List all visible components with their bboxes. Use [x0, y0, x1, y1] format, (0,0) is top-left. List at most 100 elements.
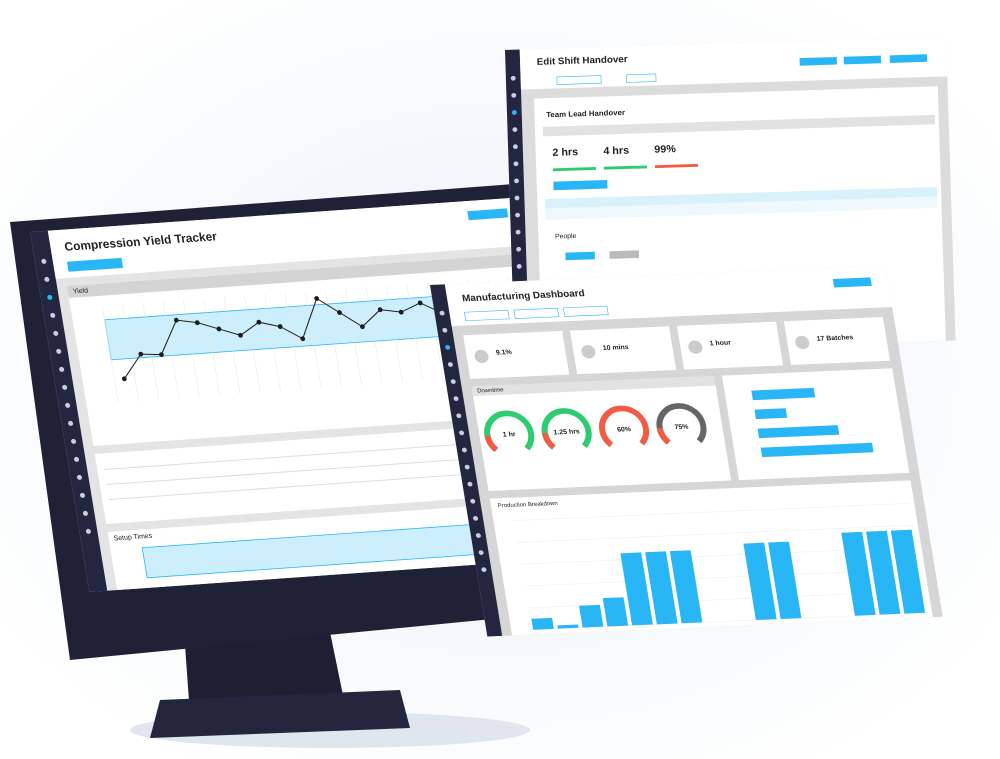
yield-point: [337, 310, 342, 315]
column: [768, 541, 802, 619]
input[interactable]: [556, 75, 602, 85]
nav-icon[interactable]: [514, 195, 520, 201]
nav-icon[interactable]: [47, 294, 53, 300]
gauge-label: 60%: [617, 426, 632, 433]
button[interactable]: [553, 180, 608, 191]
nav-icon[interactable]: [510, 75, 516, 81]
nav-icon[interactable]: [79, 492, 86, 498]
kpi-card: [676, 321, 784, 370]
nav-icon[interactable]: [442, 327, 448, 333]
nav-icon[interactable]: [56, 348, 62, 354]
nav-icon[interactable]: [516, 246, 522, 252]
filter[interactable]: [513, 307, 560, 319]
yield-point: [159, 352, 164, 358]
filter[interactable]: [464, 310, 510, 322]
nav-icon[interactable]: [515, 212, 521, 218]
nav-icon[interactable]: [481, 567, 487, 573]
nav-icon[interactable]: [447, 362, 454, 367]
nav-icon[interactable]: [456, 413, 462, 419]
grid-line: [365, 287, 383, 385]
nav-icon[interactable]: [461, 447, 468, 453]
nav-icon[interactable]: [478, 550, 484, 555]
header: [47, 197, 524, 279]
yield-point: [300, 336, 306, 342]
nav-icon[interactable]: [450, 379, 456, 384]
button[interactable]: [799, 56, 838, 66]
column: [579, 604, 604, 628]
nav-icon[interactable]: [512, 127, 518, 132]
stat-bar: [552, 167, 597, 172]
kpi-icon: [795, 335, 810, 350]
nav-icon[interactable]: [65, 402, 71, 408]
grid-line: [516, 524, 913, 543]
grid-line: [284, 292, 302, 390]
yield-point: [173, 317, 179, 323]
nav-icon[interactable]: [50, 312, 56, 318]
grid-line: [183, 300, 200, 398]
nav-icon[interactable]: [511, 92, 517, 98]
button[interactable]: [609, 250, 640, 259]
nav-icon[interactable]: [71, 438, 77, 444]
kpi-value: 9.1%: [495, 349, 512, 356]
nav-icon[interactable]: [515, 229, 521, 235]
hbar: [757, 425, 840, 439]
gauge-tail: [541, 432, 556, 450]
column: [620, 552, 653, 626]
column: [557, 624, 579, 629]
stat-bar: [654, 163, 699, 169]
hbar: [754, 408, 788, 420]
nav-icon[interactable]: [514, 178, 519, 184]
grid-line: [325, 289, 342, 388]
yield-point: [216, 326, 222, 332]
gauge-label: 1 hr: [502, 431, 516, 438]
nav-icon[interactable]: [74, 456, 80, 462]
nav-icon[interactable]: [512, 144, 518, 150]
nav-icon[interactable]: [82, 510, 89, 516]
column: [645, 551, 678, 625]
grid-line: [203, 298, 220, 396]
grid-line: [223, 297, 241, 395]
nav-icon[interactable]: [459, 430, 465, 436]
button[interactable]: [467, 208, 509, 221]
nav-icon[interactable]: [475, 533, 481, 538]
nav-icon[interactable]: [516, 263, 522, 269]
kpi-card: [570, 326, 677, 375]
panel-title: Setup Times: [113, 533, 153, 543]
screen-title: Manufacturing Dashboard: [461, 288, 585, 304]
nav-icon[interactable]: [453, 396, 459, 402]
stat-bar: [603, 165, 648, 170]
column: [669, 550, 703, 624]
nav-icon[interactable]: [511, 110, 517, 115]
nav-icon[interactable]: [76, 474, 83, 480]
nav-icon[interactable]: [68, 420, 74, 426]
nav-icon[interactable]: [445, 345, 451, 350]
nav-icon[interactable]: [59, 366, 65, 372]
nav-icon[interactable]: [85, 528, 92, 534]
panel-title: Production Breakdown: [498, 501, 559, 509]
nav-icon[interactable]: [53, 330, 59, 336]
input[interactable]: [626, 73, 657, 83]
nav-icon[interactable]: [44, 276, 50, 282]
button[interactable]: [565, 251, 595, 261]
nav-icon[interactable]: [473, 516, 479, 521]
button[interactable]: [66, 257, 124, 272]
nav-icon[interactable]: [41, 258, 47, 264]
nav-icon[interactable]: [62, 384, 68, 390]
column: [531, 617, 554, 630]
nav-icon[interactable]: [513, 161, 519, 167]
nav-icon[interactable]: [467, 481, 473, 487]
button[interactable]: [843, 55, 882, 65]
filter[interactable]: [563, 305, 609, 317]
table-panel: [94, 422, 557, 525]
button[interactable]: [832, 277, 872, 288]
sub-header: [542, 114, 936, 137]
button[interactable]: [889, 54, 928, 63]
kpi-card: [783, 316, 891, 365]
stat-value: 99%: [654, 143, 676, 155]
yield-point: [194, 320, 200, 326]
nav-icon[interactable]: [464, 464, 470, 470]
nav-icon[interactable]: [439, 310, 445, 316]
nav-icon[interactable]: [470, 498, 476, 504]
grid-line: [162, 301, 180, 399]
screen-title: Edit Shift Handover: [537, 54, 628, 68]
